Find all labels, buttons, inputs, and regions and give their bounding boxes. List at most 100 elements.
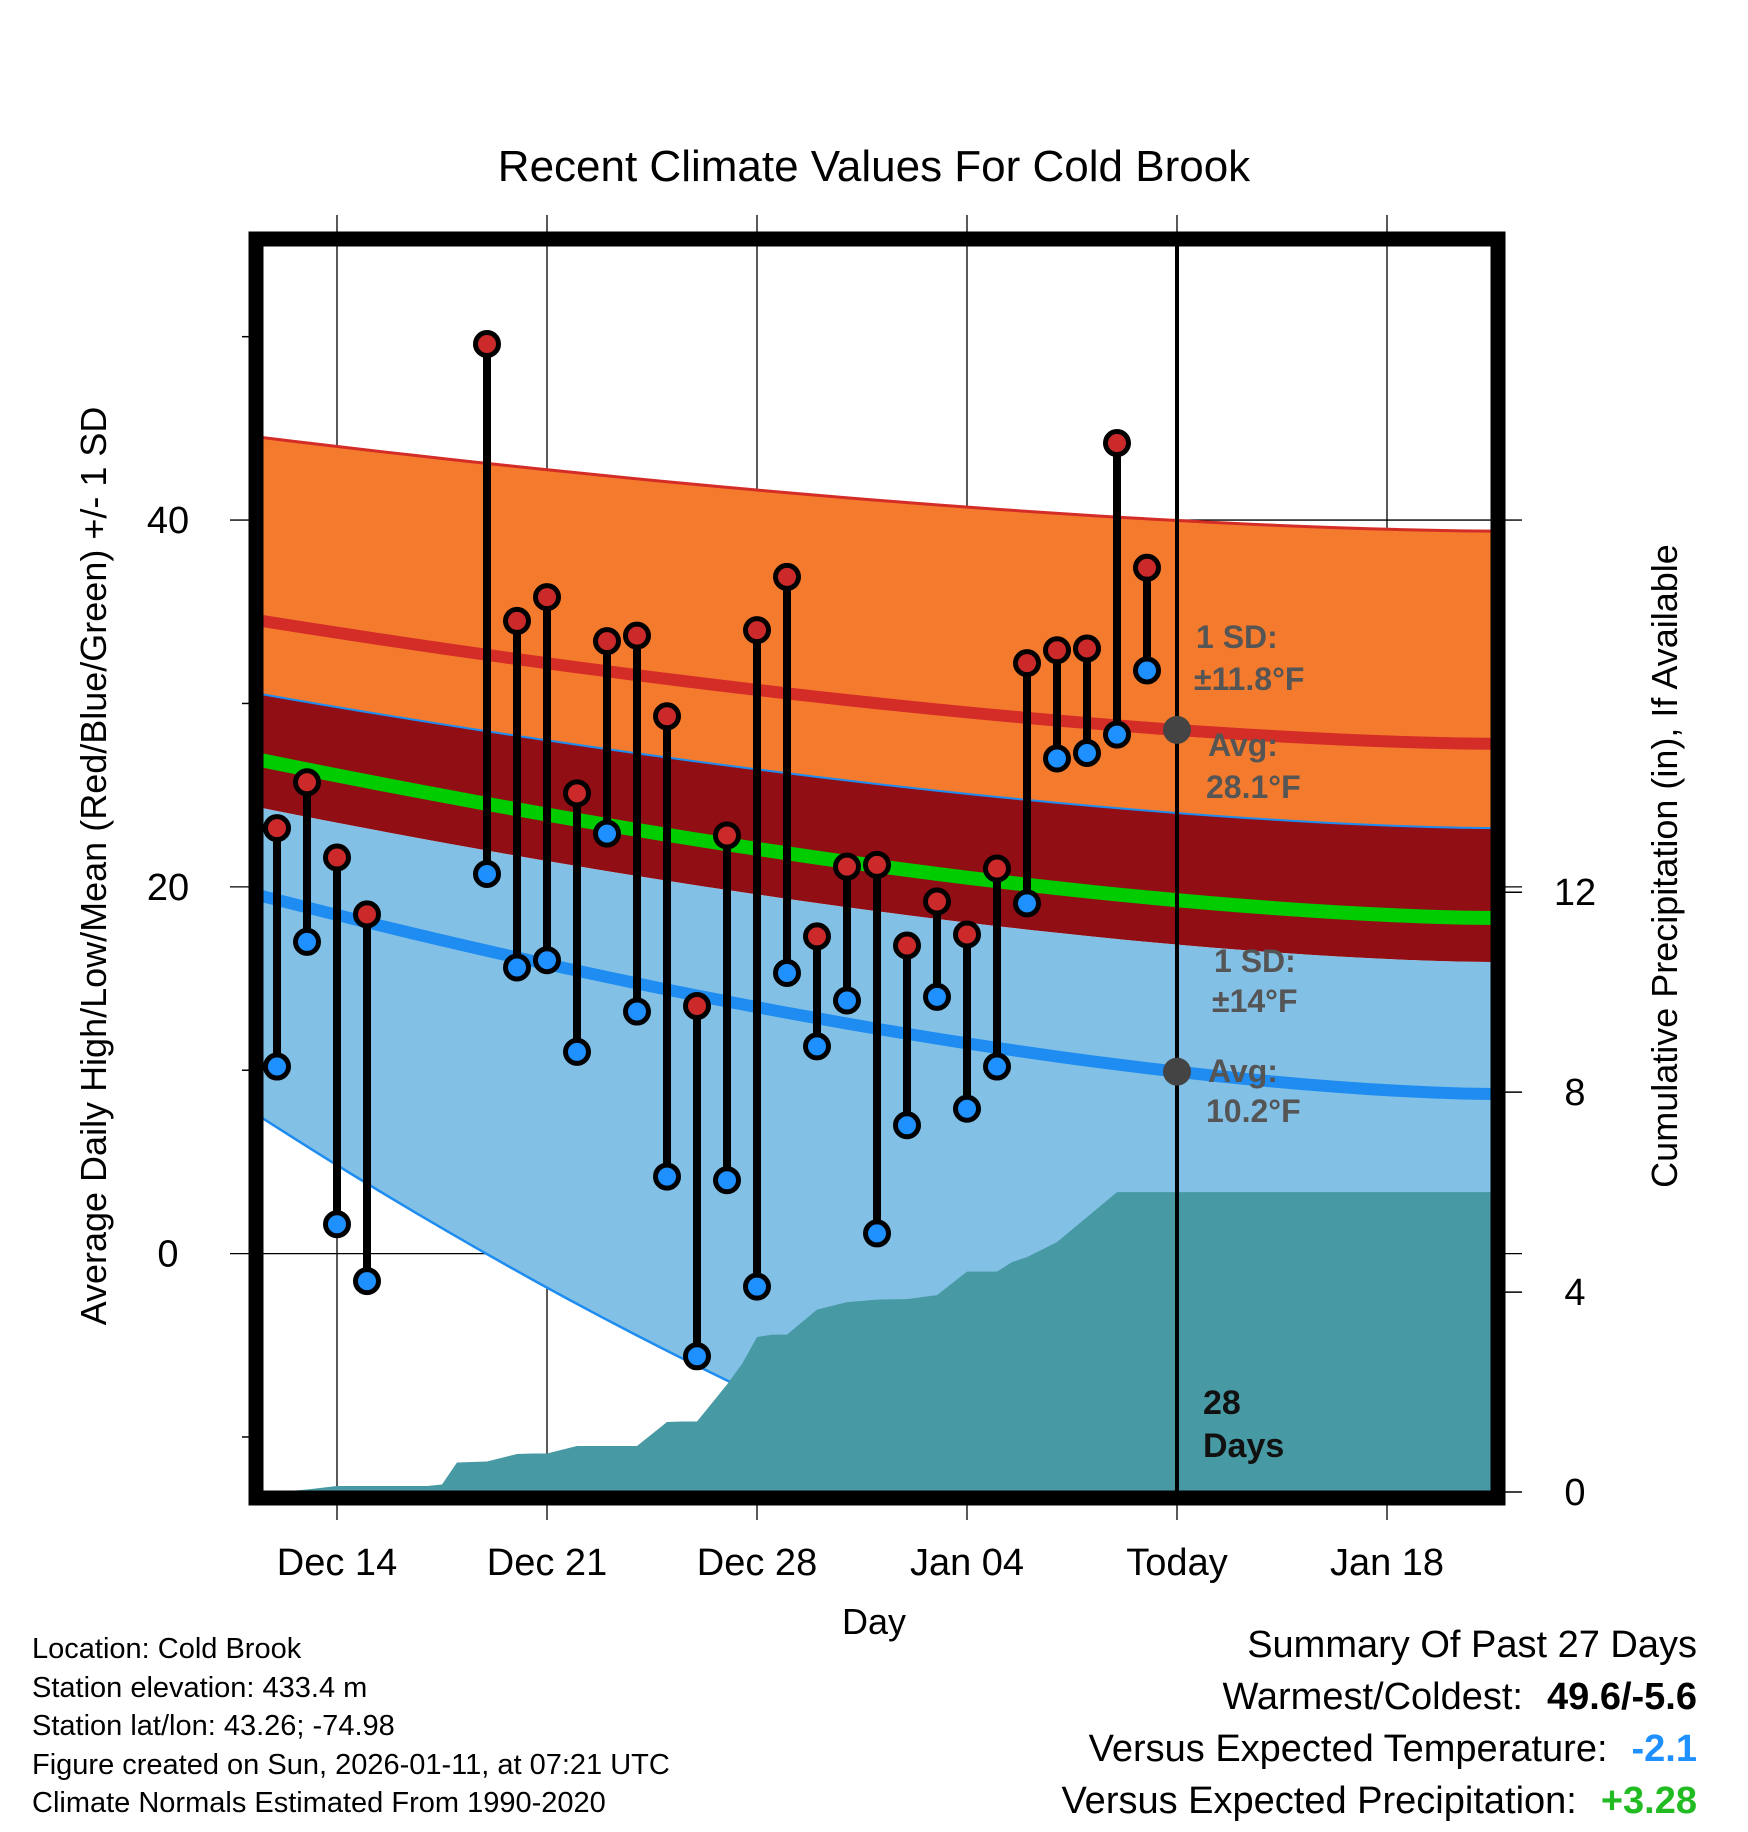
obs-low-point — [983, 1052, 1011, 1081]
obs-low-point — [953, 1094, 981, 1123]
warmest-coldest-label: Warmest/Coldest: — [1222, 1676, 1523, 1718]
x-tick-label: Today — [1126, 1542, 1227, 1584]
y-tick-label: 40 — [147, 500, 189, 542]
obs-low-point — [503, 953, 531, 982]
obs-high-point — [563, 779, 591, 808]
avg-high-marker — [1163, 715, 1191, 744]
obs-low-point — [1043, 744, 1071, 773]
y2-axis-label: Cumulative Precipitation (in), If Availa… — [1644, 544, 1685, 1188]
high-avg-label: Avg: — [1208, 727, 1278, 763]
y2-tick-label: 4 — [1564, 1272, 1585, 1314]
obs-high-point — [1103, 429, 1131, 458]
obs-low-point — [593, 819, 621, 848]
obs-high-point — [1133, 553, 1161, 582]
obs-high-point — [713, 821, 741, 850]
temp-anomaly-label: Versus Expected Temperature: — [1088, 1728, 1608, 1770]
high-sd-value: ±11.8°F — [1194, 661, 1304, 697]
y-axis-label: Average Daily High/Low/Mean (Red/Blue/Gr… — [73, 407, 114, 1326]
y-tick-label: 0 — [157, 1234, 178, 1276]
obs-high-point — [923, 887, 951, 916]
location-text: Location: Cold Brook — [32, 1633, 302, 1665]
obs-high-point — [653, 702, 681, 731]
obs-high-point — [983, 854, 1011, 883]
obs-high-point — [263, 814, 291, 843]
obs-low-point — [1103, 720, 1131, 749]
high-upper-sd-line — [262, 436, 1492, 533]
y-tick-label: 20 — [147, 867, 189, 909]
annotations: 1 SD: ±11.8°F Avg: 28.1°F 1 SD: ±14°F Avg: 10.2… — [1163, 619, 1304, 1465]
low-avg-label: Avg: — [1208, 1053, 1278, 1089]
plot-frame — [248, 231, 1506, 1506]
summary-panel: Summary Of Past 27 Days Warmest/Coldest:… — [837, 1624, 1697, 1832]
obs-high-point — [533, 583, 561, 612]
x-tick-label: Jan 18 — [1330, 1542, 1444, 1584]
x-tick-label: Dec 28 — [697, 1542, 817, 1584]
obs-high-point — [743, 616, 771, 645]
precip-anomaly-value: +3.28 — [1600, 1780, 1697, 1822]
obs-low-point — [803, 1032, 831, 1061]
obs-high-point — [473, 330, 501, 359]
low-avg-value: 10.2°F — [1206, 1093, 1301, 1129]
obs-low-point — [263, 1052, 291, 1081]
obs-high-point — [503, 606, 531, 635]
obs-low-point — [1013, 889, 1041, 918]
high-lower-sd-line — [262, 693, 1492, 830]
daily-observations — [263, 330, 1161, 1371]
days-word: Days — [1203, 1427, 1284, 1465]
obs-low-point — [533, 946, 561, 975]
obs-high-point — [893, 931, 921, 960]
latlon-text: Station lat/lon: 43.26; -74.98 — [32, 1710, 395, 1742]
temp-anomaly-value: -2.1 — [1631, 1728, 1697, 1770]
x-tick-label: Dec 14 — [277, 1542, 397, 1584]
warmest-coldest-value: 49.6/-5.6 — [1547, 1676, 1697, 1718]
high-sd-label: 1 SD: — [1196, 619, 1278, 655]
x-tick-label: Jan 04 — [910, 1542, 1024, 1584]
obs-low-point — [1073, 738, 1101, 767]
obs-high-point — [1013, 649, 1041, 678]
low-sd-label: 1 SD: — [1214, 943, 1296, 979]
axis-ticks: Dec 14 Dec 21 Dec 28 Jan 04 Today Jan 1802040… — [147, 335, 1596, 1584]
obs-low-point — [863, 1219, 891, 1248]
obs-high-point — [803, 922, 831, 951]
obs-low-point — [323, 1210, 351, 1239]
y2-tick-label: 0 — [1564, 1472, 1585, 1514]
x-axis-label: Day — [842, 1601, 906, 1642]
obs-low-point — [563, 1037, 591, 1066]
obs-low-point — [653, 1162, 681, 1191]
y2-tick-label: 8 — [1564, 1072, 1585, 1114]
obs-low-point — [713, 1166, 741, 1195]
obs-low-point — [833, 986, 861, 1015]
avg-low-marker — [1163, 1057, 1191, 1086]
obs-high-point — [683, 992, 711, 1021]
y2-tick-label: 12 — [1554, 872, 1596, 914]
station-info: Location: Cold Brook Station elevation: … — [32, 1630, 670, 1823]
low-sd-value: ±14°F — [1212, 983, 1298, 1019]
obs-high-point — [773, 562, 801, 591]
obs-high-point — [353, 900, 381, 929]
obs-low-point — [743, 1272, 771, 1301]
obs-high-point — [953, 920, 981, 949]
normals-text: Climate Normals Estimated From 1990-2020 — [32, 1787, 606, 1819]
obs-low-point — [353, 1267, 381, 1296]
obs-low-point — [773, 959, 801, 988]
elevation-text: Station elevation: 433.4 m — [32, 1671, 368, 1704]
summary-heading: Summary Of Past 27 Days — [1247, 1624, 1697, 1666]
obs-high-point — [833, 852, 861, 881]
obs-high-point — [1073, 634, 1101, 663]
precipitation-area — [277, 1192, 1492, 1492]
high-avg-value: 28.1°F — [1206, 769, 1301, 805]
obs-low-point — [683, 1342, 711, 1371]
obs-high-point — [1043, 636, 1071, 665]
obs-low-point — [1133, 656, 1161, 685]
obs-high-point — [293, 768, 321, 797]
obs-high-point — [593, 627, 621, 656]
obs-low-point — [293, 927, 321, 956]
obs-high-point — [863, 850, 891, 879]
precip-anomaly-label: Versus Expected Precipitation: — [1061, 1780, 1577, 1822]
obs-high-point — [323, 843, 351, 872]
created-text: Figure created on Sun, 2026-01-11, at 07… — [32, 1748, 670, 1781]
days-count: 28 — [1203, 1384, 1241, 1422]
chart-title: Recent Climate Values For Cold Brook — [498, 142, 1251, 191]
x-tick-label: Dec 21 — [487, 1542, 607, 1584]
